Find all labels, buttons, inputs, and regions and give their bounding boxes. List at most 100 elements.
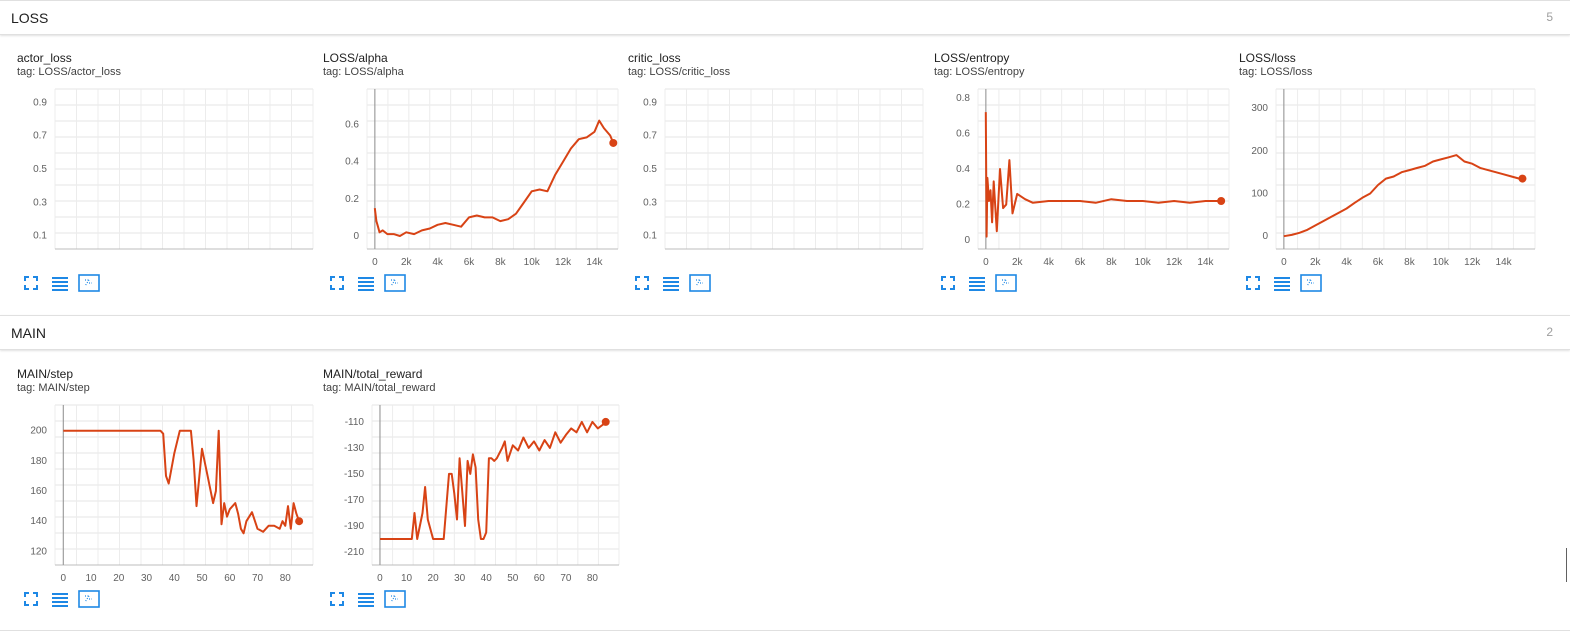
toggle-log-scale-icon[interactable] xyxy=(50,590,72,608)
series-last-point xyxy=(601,417,610,426)
chart-tag: tag: MAIN/step xyxy=(17,382,90,394)
fit-domain-icon[interactable] xyxy=(1300,274,1322,292)
y-tick-label: 0 xyxy=(1262,231,1268,242)
x-tick-label: 8k xyxy=(1106,257,1118,268)
chart-plot[interactable]: 0.9 0.7 0.5 0.3 0.1 xyxy=(10,88,328,289)
y-tick-label: -170 xyxy=(344,495,364,506)
x-tick-label: 12k xyxy=(555,257,572,268)
page-bottom-divider xyxy=(0,630,1570,631)
y-tick-label: 0.6 xyxy=(956,128,970,139)
x-tick-label: 30 xyxy=(141,573,153,584)
x-tick-label: 10 xyxy=(401,573,413,584)
chart-plot[interactable]: 0 100 200 300 0 2k 4k 6k 8k 10k 12k 14k xyxy=(1231,88,1550,289)
x-tick-label: 0 xyxy=(983,257,989,268)
chart-plot[interactable]: 0 0.2 0.4 0.6 0.8 0 2k 4k 6k 8k 10k 12k 14k xyxy=(933,88,1244,289)
y-tick-label: 0.5 xyxy=(643,164,657,175)
series-last-point xyxy=(295,517,304,526)
x-tick-label: 2k xyxy=(1310,257,1322,268)
y-tick-label: 0.4 xyxy=(956,164,970,175)
fullscreen-icon[interactable] xyxy=(328,590,350,608)
x-tick-label: 2k xyxy=(401,257,413,268)
chart-tag: tag: LOSS/entropy xyxy=(934,66,1025,78)
y-tick-label: 0.7 xyxy=(643,131,657,142)
chart-tag: tag: LOSS/critic_loss xyxy=(628,66,731,78)
y-tick-label: 0.7 xyxy=(33,131,47,142)
x-tick-label: 14k xyxy=(1197,257,1214,268)
y-tick-label: 0 xyxy=(964,235,970,246)
x-tick-label: 0 xyxy=(61,573,67,584)
y-tick-label: 0.8 xyxy=(956,93,970,104)
y-tick-label: 0.3 xyxy=(33,197,47,208)
y-tick-label: -110 xyxy=(345,417,365,428)
y-tick-label: 300 xyxy=(1251,103,1268,114)
fullscreen-icon[interactable] xyxy=(22,274,44,292)
x-tick-label: 80 xyxy=(587,573,599,584)
y-tick-label: 0.4 xyxy=(345,157,359,168)
chart-tag: tag: MAIN/total_reward xyxy=(323,382,436,394)
y-tick-label: -190 xyxy=(344,521,364,532)
series-line xyxy=(1283,154,1523,238)
y-tick-label: 0.9 xyxy=(33,97,47,108)
fullscreen-icon[interactable] xyxy=(939,274,961,292)
x-tick-label: 0 xyxy=(1281,257,1287,268)
fit-domain-icon[interactable] xyxy=(689,274,711,292)
toggle-log-scale-icon[interactable] xyxy=(661,274,683,292)
toggle-log-scale-icon[interactable] xyxy=(967,274,989,292)
x-tick-label: 50 xyxy=(196,573,208,584)
x-tick-label: 10 xyxy=(86,573,98,584)
fullscreen-icon[interactable] xyxy=(328,274,350,292)
fit-domain-icon[interactable] xyxy=(995,274,1017,292)
chart-title: LOSS/entropy xyxy=(934,51,1010,65)
y-tick-label: 0.2 xyxy=(345,194,359,205)
y-tick-label: 180 xyxy=(30,456,47,467)
y-tick-label: 200 xyxy=(1251,146,1268,157)
toggle-log-scale-icon[interactable] xyxy=(356,274,378,292)
chart-title: MAIN/total_reward xyxy=(323,367,423,381)
x-tick-label: 70 xyxy=(252,573,264,584)
x-tick-label: 60 xyxy=(534,573,546,584)
x-tick-label: 40 xyxy=(481,573,493,584)
chart-plot[interactable]: 0 0.2 0.4 0.6 0 2k 4k 6k 8k 10k 12k 14k xyxy=(322,88,633,289)
section-header-main[interactable]: MAIN 2 xyxy=(0,315,1570,350)
y-tick-label: 0.9 xyxy=(643,97,657,108)
x-tick-label: 4k xyxy=(1341,257,1353,268)
x-tick-label: 4k xyxy=(1043,257,1055,268)
x-tick-label: 14k xyxy=(586,257,603,268)
x-tick-label: 6k xyxy=(1075,257,1087,268)
section-count: 2 xyxy=(1546,325,1553,339)
toggle-log-scale-icon[interactable] xyxy=(356,590,378,608)
y-tick-label: 0 xyxy=(353,231,359,242)
toggle-log-scale-icon[interactable] xyxy=(50,274,72,292)
series-last-point xyxy=(609,138,618,147)
chart-title: LOSS/loss xyxy=(1239,51,1296,65)
chart-plot[interactable]: -110 -130 -150 -170 -190 -210 0 10 20 30 40 50 60 70 8… xyxy=(327,404,634,605)
fit-domain-icon[interactable] xyxy=(384,590,406,608)
scroll-indicator xyxy=(1566,548,1567,582)
x-tick-label: 6k xyxy=(464,257,476,268)
section-count: 5 xyxy=(1546,10,1553,24)
section-header-loss[interactable]: LOSS 5 xyxy=(0,0,1570,35)
y-tick-label: 0.6 xyxy=(345,119,359,130)
toggle-log-scale-icon[interactable] xyxy=(1272,274,1294,292)
chart-tag: tag: LOSS/alpha xyxy=(323,66,404,78)
series-line xyxy=(373,119,615,237)
fullscreen-icon[interactable] xyxy=(22,590,44,608)
fit-domain-icon[interactable] xyxy=(384,274,406,292)
y-tick-label: 0.1 xyxy=(643,231,657,242)
fit-domain-icon[interactable] xyxy=(78,274,100,292)
fullscreen-icon[interactable] xyxy=(633,274,655,292)
section-title: MAIN xyxy=(11,325,46,341)
fullscreen-icon[interactable] xyxy=(1244,274,1266,292)
chart-title: MAIN/step xyxy=(17,367,74,381)
x-tick-label: 80 xyxy=(280,573,292,584)
chart-plot[interactable]: 0.9 0.7 0.5 0.3 0.1 xyxy=(620,88,938,289)
fit-domain-icon[interactable] xyxy=(78,590,100,608)
y-tick-label: 160 xyxy=(30,486,47,497)
x-tick-label: 70 xyxy=(560,573,572,584)
y-tick-label: -130 xyxy=(344,443,364,454)
chart-plot[interactable]: 120 140 160 180 200 0 10 20 30 40 50 60 70 80 xyxy=(10,404,328,605)
x-tick-label: 60 xyxy=(224,573,236,584)
y-tick-label: 120 xyxy=(30,546,47,557)
x-tick-label: 8k xyxy=(1404,257,1416,268)
series-line xyxy=(984,112,1222,238)
